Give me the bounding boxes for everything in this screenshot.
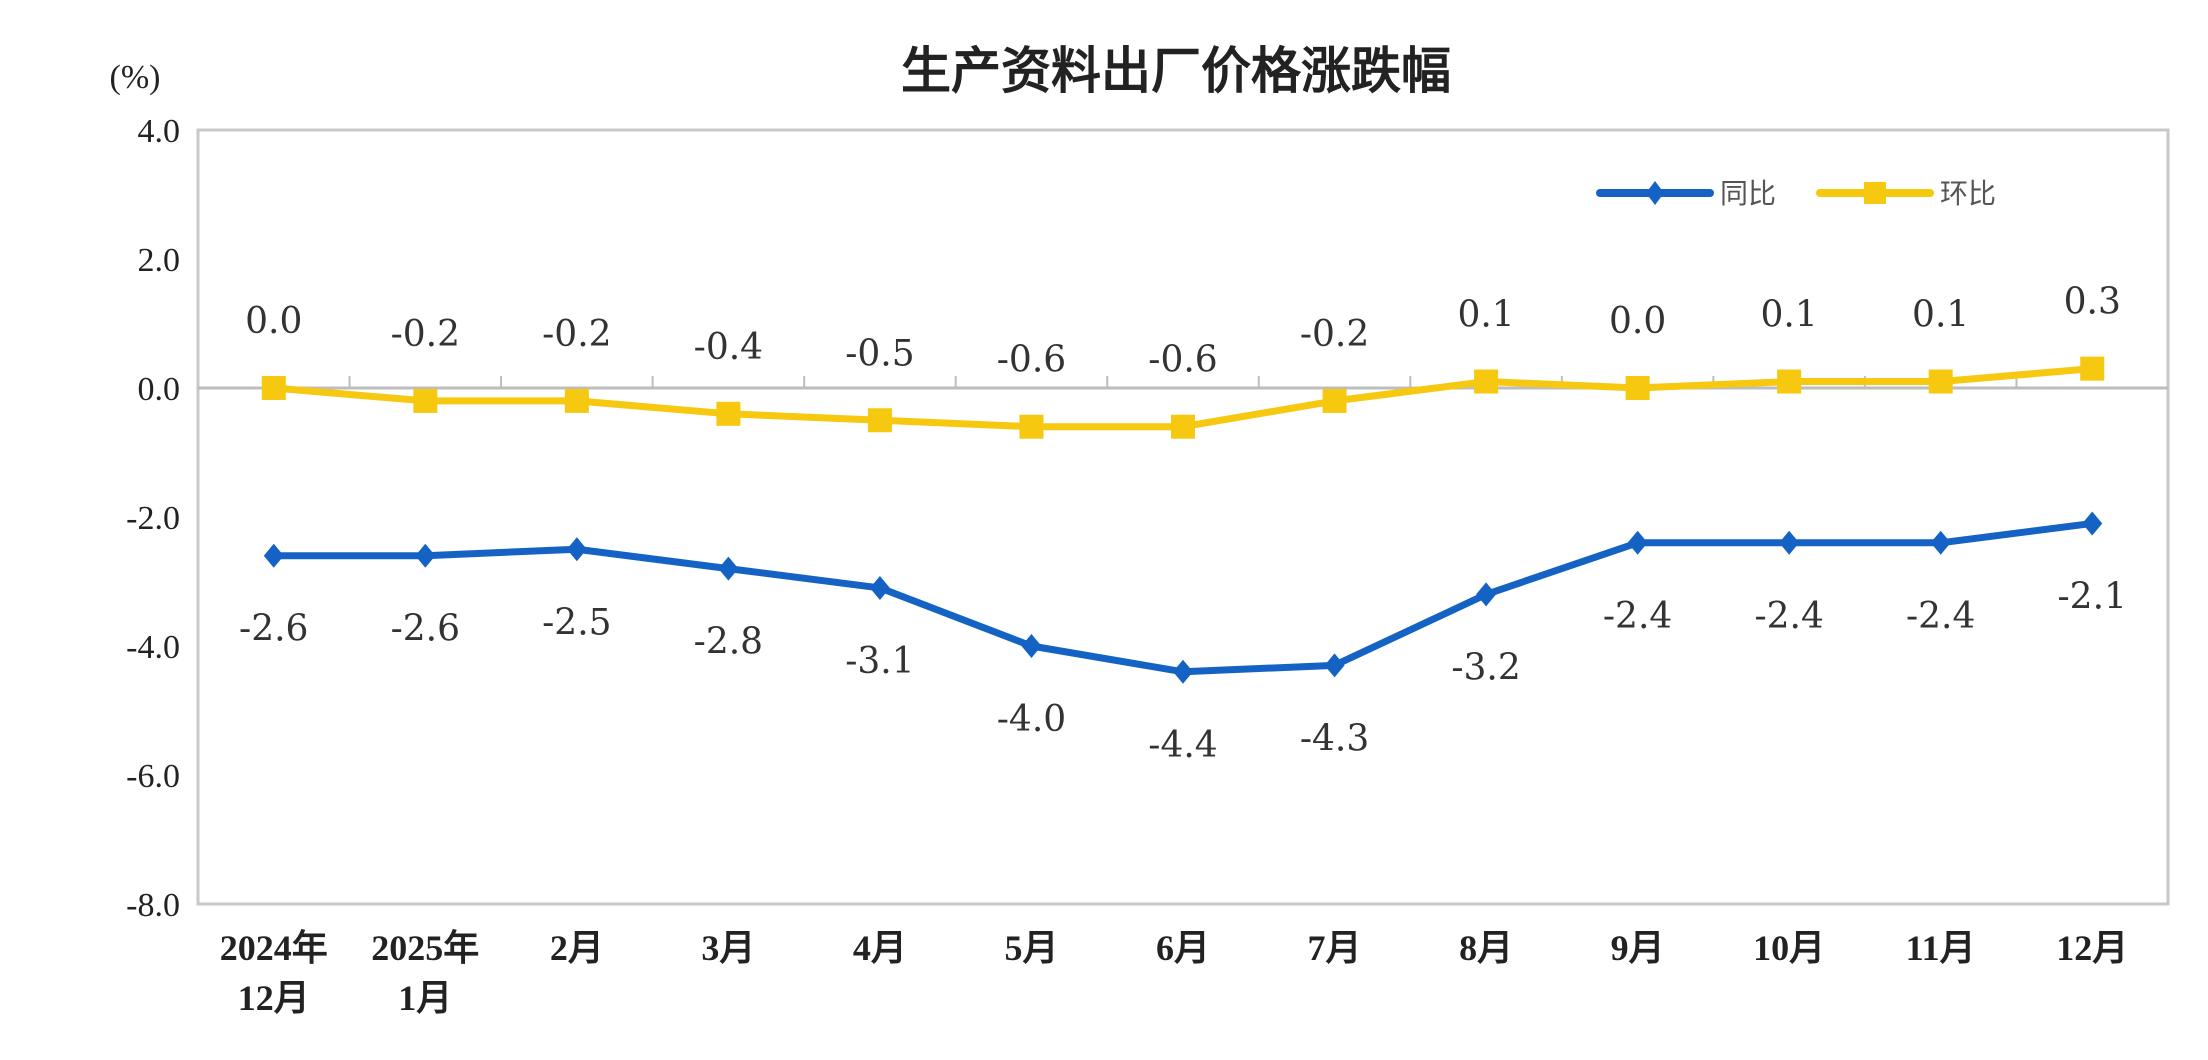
data-point xyxy=(263,543,284,568)
data-label: -2.6 xyxy=(391,609,460,650)
x-tick-label: 11月 xyxy=(1906,928,1976,968)
data-label: -0.5 xyxy=(845,333,914,374)
data-point xyxy=(867,408,892,433)
data-point xyxy=(1777,369,1802,394)
data-point xyxy=(1627,530,1648,555)
data-label: -4.0 xyxy=(997,699,1066,740)
x-tick-label: 2月 xyxy=(550,928,604,968)
data-label: -4.3 xyxy=(1300,718,1369,759)
legend-label: 环比 xyxy=(1940,177,1996,210)
data-label: 0.0 xyxy=(1609,301,1666,342)
data-label: -0.2 xyxy=(542,314,611,355)
data-label: -0.4 xyxy=(694,327,763,368)
data-point xyxy=(716,401,741,426)
x-tick-label: 12月 xyxy=(2056,928,2128,968)
x-tick-label: 12月 xyxy=(238,978,310,1018)
data-point xyxy=(1324,653,1345,678)
data-point xyxy=(1779,530,1800,555)
data-label: -2.5 xyxy=(542,602,611,643)
data-point xyxy=(1928,369,1953,394)
data-point xyxy=(718,556,739,581)
data-label: -2.8 xyxy=(694,622,763,663)
data-label: -3.2 xyxy=(1451,647,1520,688)
y-tick-label: -8.0 xyxy=(126,887,180,924)
data-point xyxy=(564,388,589,413)
data-point xyxy=(1173,659,1193,684)
x-tick-label: 2025年 xyxy=(371,928,479,968)
x-tick-label: 4月 xyxy=(853,928,907,968)
legend-marker xyxy=(1864,182,1886,204)
data-label: -0.2 xyxy=(391,314,460,355)
data-label: -0.2 xyxy=(1300,314,1369,355)
data-label: -3.1 xyxy=(845,641,914,682)
data-label: 0.1 xyxy=(1912,295,1969,336)
data-point xyxy=(1322,388,1347,413)
data-point xyxy=(1476,582,1497,607)
legend-item-mom: 环比 xyxy=(1816,177,1996,210)
y-tick-label: 4.0 xyxy=(138,113,181,150)
data-label: -0.6 xyxy=(997,340,1066,381)
x-tick-label: 5月 xyxy=(1004,928,1058,968)
data-point xyxy=(869,575,890,600)
data-point xyxy=(1474,369,1499,394)
legend-item-yoy: 同比 xyxy=(1596,177,1776,210)
x-tick-label: 1月 xyxy=(398,978,452,1018)
x-tick-label: 10月 xyxy=(1753,928,1825,968)
x-tick-label: 6月 xyxy=(1156,928,1210,968)
y-tick-label: -4.0 xyxy=(126,629,180,666)
data-point xyxy=(2080,356,2105,381)
data-label: 0.0 xyxy=(245,301,302,342)
data-point xyxy=(1625,376,1650,400)
data-label: -2.4 xyxy=(1603,596,1672,637)
data-point xyxy=(2082,511,2103,536)
data-label: 0.1 xyxy=(1457,295,1514,336)
data-label: -2.1 xyxy=(2058,576,2127,617)
legend-label: 同比 xyxy=(1720,177,1776,210)
legend-marker xyxy=(1646,181,1664,205)
y-axis-unit: (%) xyxy=(110,59,161,96)
y-tick-label: -6.0 xyxy=(126,758,180,795)
data-label: -2.4 xyxy=(1906,596,1975,637)
data-label: 0.3 xyxy=(2064,282,2121,323)
data-label: -2.6 xyxy=(239,609,308,650)
x-tick-label: 8月 xyxy=(1459,928,1513,968)
data-point xyxy=(1019,414,1044,439)
data-label: -0.6 xyxy=(1148,340,1217,381)
y-tick-label: -2.0 xyxy=(126,500,180,537)
data-label: 0.1 xyxy=(1761,295,1818,336)
data-point xyxy=(566,537,587,562)
x-tick-label: 2024年 xyxy=(220,928,328,968)
x-tick-label: 7月 xyxy=(1308,928,1362,968)
data-point xyxy=(413,388,438,413)
chart-title: 生产资料出厂价格涨跌幅 xyxy=(901,42,1451,100)
plot-area xyxy=(196,128,2170,906)
data-point xyxy=(1930,530,1951,555)
data-label: -2.4 xyxy=(1754,596,1823,637)
data-point xyxy=(1021,634,1042,658)
data-point xyxy=(261,376,286,400)
x-tick-label: 9月 xyxy=(1611,928,1665,968)
data-label: -4.4 xyxy=(1148,725,1217,766)
data-point xyxy=(1171,414,1195,439)
x-tick-label: 3月 xyxy=(701,928,755,968)
data-point xyxy=(415,543,436,568)
y-tick-label: 0.0 xyxy=(138,371,181,408)
y-tick-label: 2.0 xyxy=(138,242,181,279)
